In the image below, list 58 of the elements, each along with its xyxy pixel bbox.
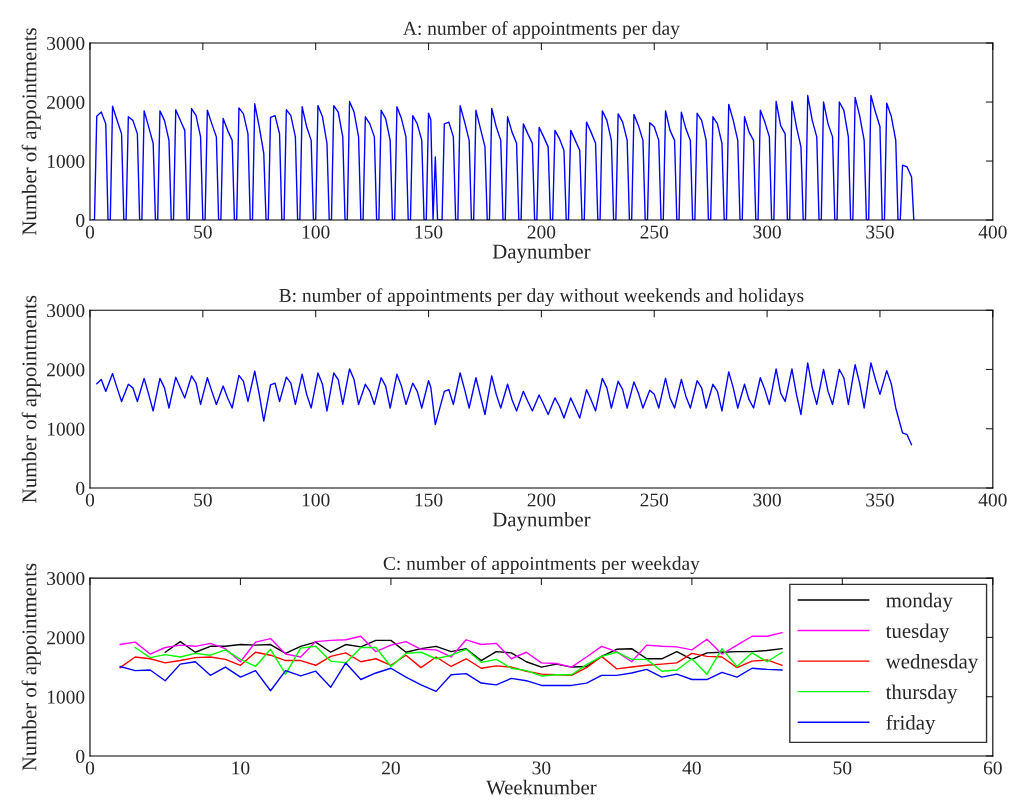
- y-tick-label: 3000: [47, 571, 85, 586]
- x-tick-label: 300: [753, 493, 781, 507]
- line-series: [119, 631, 783, 668]
- x-tick-label: 250: [640, 225, 669, 239]
- x-tick-label: 400: [978, 493, 1007, 507]
- y-tick-label: 0: [76, 481, 85, 495]
- x-tick-label: 150: [415, 493, 443, 507]
- legend-label: wednesday: [885, 653, 979, 673]
- y-tick-label: 1000: [47, 154, 85, 168]
- x-tick-label: 50: [833, 761, 852, 775]
- line-series: [96, 362, 913, 446]
- y-tick-label: 3000: [47, 304, 85, 318]
- x-axis-title: Weeknumber: [486, 779, 597, 795]
- x-tick-label: 10: [232, 761, 250, 775]
- x-axis-title: Daynumber: [492, 511, 591, 531]
- y-tick-label: 1000: [47, 690, 85, 704]
- x-tick-label: 100: [302, 493, 330, 507]
- x-tick-label: 0: [85, 493, 95, 507]
- y-axis-title: Number of appointments: [21, 28, 41, 236]
- x-tick-label: 200: [527, 493, 556, 507]
- legend-label: monday: [886, 592, 953, 612]
- chart-title: C: number of appointments per weekday: [383, 556, 700, 575]
- y-axis-title: Number of appointments: [21, 295, 41, 503]
- x-tick-label: 200: [527, 225, 556, 239]
- legend-label: thursday: [885, 684, 958, 704]
- y-tick-label: 0: [76, 213, 85, 227]
- y-tick-label: 3000: [47, 36, 85, 50]
- legend-label: tuesday: [885, 623, 950, 643]
- x-tick-label: 20: [382, 761, 400, 775]
- x-tick-label: 0: [85, 761, 95, 775]
- x-tick-label: 400: [978, 225, 1007, 239]
- line-series: [119, 661, 783, 693]
- y-tick-label: 1000: [47, 422, 85, 436]
- chart-title: A: number of appointments per day: [403, 21, 680, 39]
- y-axis-title: Number of appointments: [21, 563, 41, 771]
- x-tick-label: 350: [866, 225, 894, 239]
- line-series: [134, 645, 783, 677]
- line-series: [164, 639, 783, 668]
- legend-label: friday: [886, 714, 936, 735]
- x-tick-label: 250: [640, 493, 669, 507]
- chart-title: B: number of appointments per day without weekends and holidays: [279, 288, 804, 307]
- y-tick-label: 2000: [47, 95, 85, 109]
- x-axis-title: Daynumber: [492, 243, 591, 263]
- x-tick-label: 40: [682, 761, 701, 775]
- y-tick-label: 2000: [47, 631, 85, 645]
- line-series: [119, 651, 783, 677]
- x-tick-label: 50: [194, 225, 212, 239]
- x-tick-label: 50: [194, 493, 212, 507]
- x-tick-label: 30: [532, 761, 551, 775]
- x-tick-label: 100: [302, 225, 330, 239]
- x-tick-label: 60: [983, 761, 1002, 775]
- line-series: [91, 94, 915, 221]
- y-tick-label: 2000: [47, 363, 85, 377]
- x-tick-label: 300: [753, 225, 781, 239]
- x-tick-label: 150: [415, 225, 443, 239]
- x-tick-label: 350: [866, 493, 894, 507]
- x-tick-label: 0: [85, 225, 95, 239]
- y-tick-label: 0: [76, 749, 85, 763]
